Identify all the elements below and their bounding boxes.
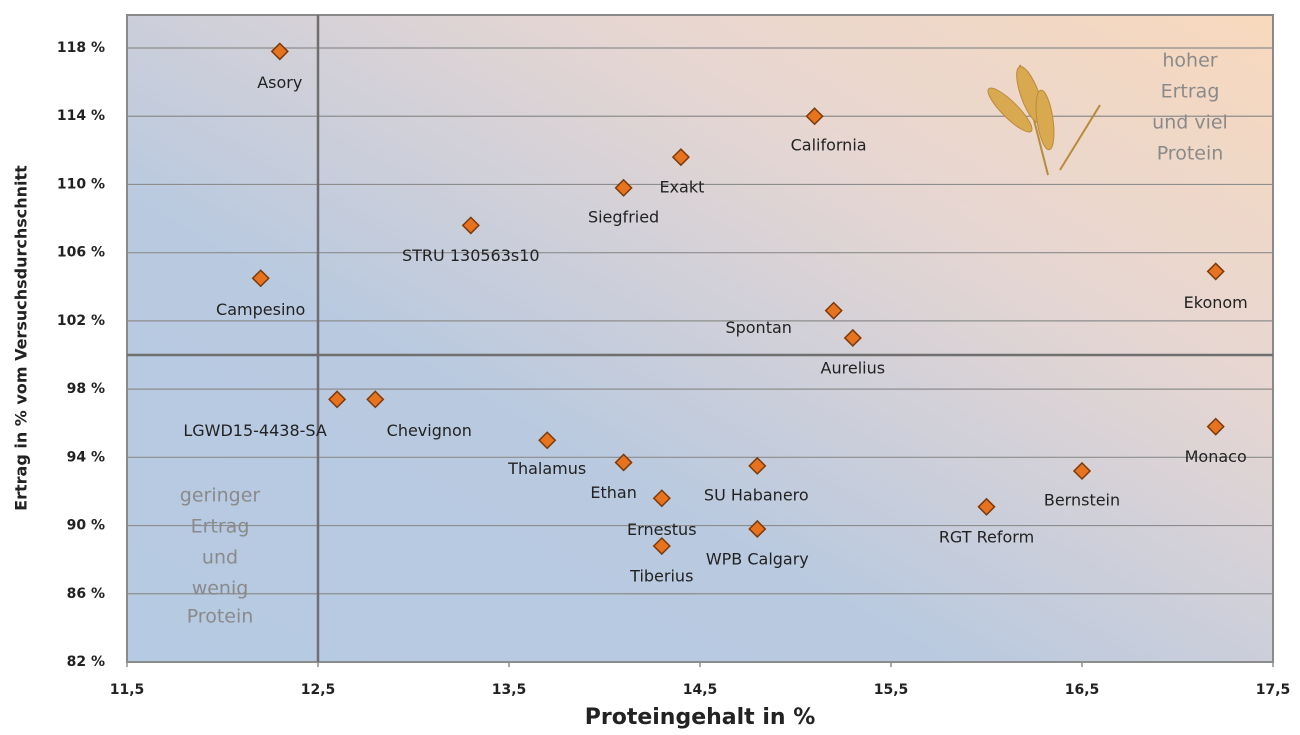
data-point	[328, 390, 347, 409]
annotation: Ertrag	[191, 516, 250, 538]
data-point	[270, 42, 289, 61]
annotation: und	[202, 547, 238, 569]
x-tick-label: 16,5	[1065, 682, 1100, 698]
point-label: STRU 130563s10	[402, 246, 540, 265]
point-label: Bernstein	[1044, 490, 1120, 509]
data-point	[1072, 461, 1092, 481]
y-tick-label: 110 %	[57, 176, 105, 192]
annotation: wenig	[192, 578, 249, 600]
point-label: LGWD15-4438-SA	[183, 421, 327, 440]
data-point	[843, 328, 862, 348]
annotation: Protein	[187, 606, 254, 628]
data-point	[538, 431, 557, 450]
data-point	[1206, 417, 1225, 436]
data-point	[1206, 262, 1225, 281]
y-axis-title: Ertrag in % vom Versuchsdurchschnitt	[12, 165, 31, 511]
annotation: Ertrag	[1161, 81, 1220, 103]
data-point	[366, 390, 385, 409]
y-tick-label: 98 %	[67, 381, 105, 397]
data-point	[805, 107, 824, 126]
y-tick-label: 102 %	[57, 313, 105, 329]
point-label: Asory	[257, 73, 302, 92]
y-tick-label: 90 %	[67, 518, 105, 534]
y-tick-label: 86 %	[67, 586, 105, 602]
x-tick-label: 11,5	[110, 682, 145, 698]
y-tick-label: 114 %	[57, 108, 105, 124]
data-point	[614, 178, 633, 197]
x-tick-label: 12,5	[301, 682, 336, 698]
x-tick-label: 17,5	[1256, 682, 1291, 698]
data-point	[652, 536, 671, 556]
point-label: California	[791, 136, 867, 155]
x-axis-title: Proteingehalt in %	[585, 705, 816, 730]
y-tick-label: 94 %	[67, 449, 105, 465]
data-point	[748, 519, 767, 539]
point-label: SU Habanero	[704, 485, 809, 504]
point-label: WPB Calgary	[706, 549, 809, 568]
point-label: Ekonom	[1184, 293, 1248, 312]
data-point	[251, 269, 270, 288]
annotation: und viel	[1152, 112, 1228, 134]
plot-area	[126, 14, 1274, 663]
x-tick-label: 15,5	[874, 682, 909, 698]
data-point	[652, 489, 671, 508]
y-tick-label: 118 %	[57, 40, 105, 56]
point-label: Monaco	[1185, 447, 1247, 466]
data-point	[461, 216, 480, 235]
point-label: Exakt	[659, 178, 704, 197]
y-tick-label: 82 %	[67, 654, 105, 670]
annotation: Protein	[1157, 143, 1224, 165]
point-label: Chevignon	[387, 421, 472, 440]
point-label: RGT Reform	[939, 527, 1034, 546]
point-label: Aurelius	[821, 358, 886, 377]
data-point	[977, 497, 996, 516]
annotation: hoher	[1162, 50, 1217, 72]
point-label: Campesino	[216, 300, 305, 319]
x-tick-label: 13,5	[492, 682, 527, 698]
point-label: Siegfried	[588, 207, 659, 226]
point-label: Ernestus	[627, 520, 696, 539]
data-point	[614, 453, 633, 472]
wheat-icon	[987, 64, 1101, 176]
annotation: geringer	[180, 485, 261, 507]
data-point	[671, 148, 690, 167]
y-tick-label: 106 %	[57, 245, 105, 261]
data-point	[748, 456, 767, 475]
point-label: Tiberius	[629, 567, 693, 586]
point-label: Ethan	[590, 483, 636, 502]
point-label: Spontan	[725, 318, 791, 337]
point-label: Thalamus	[507, 459, 586, 478]
x-tick-label: 14,5	[683, 682, 718, 698]
data-point	[824, 301, 843, 320]
